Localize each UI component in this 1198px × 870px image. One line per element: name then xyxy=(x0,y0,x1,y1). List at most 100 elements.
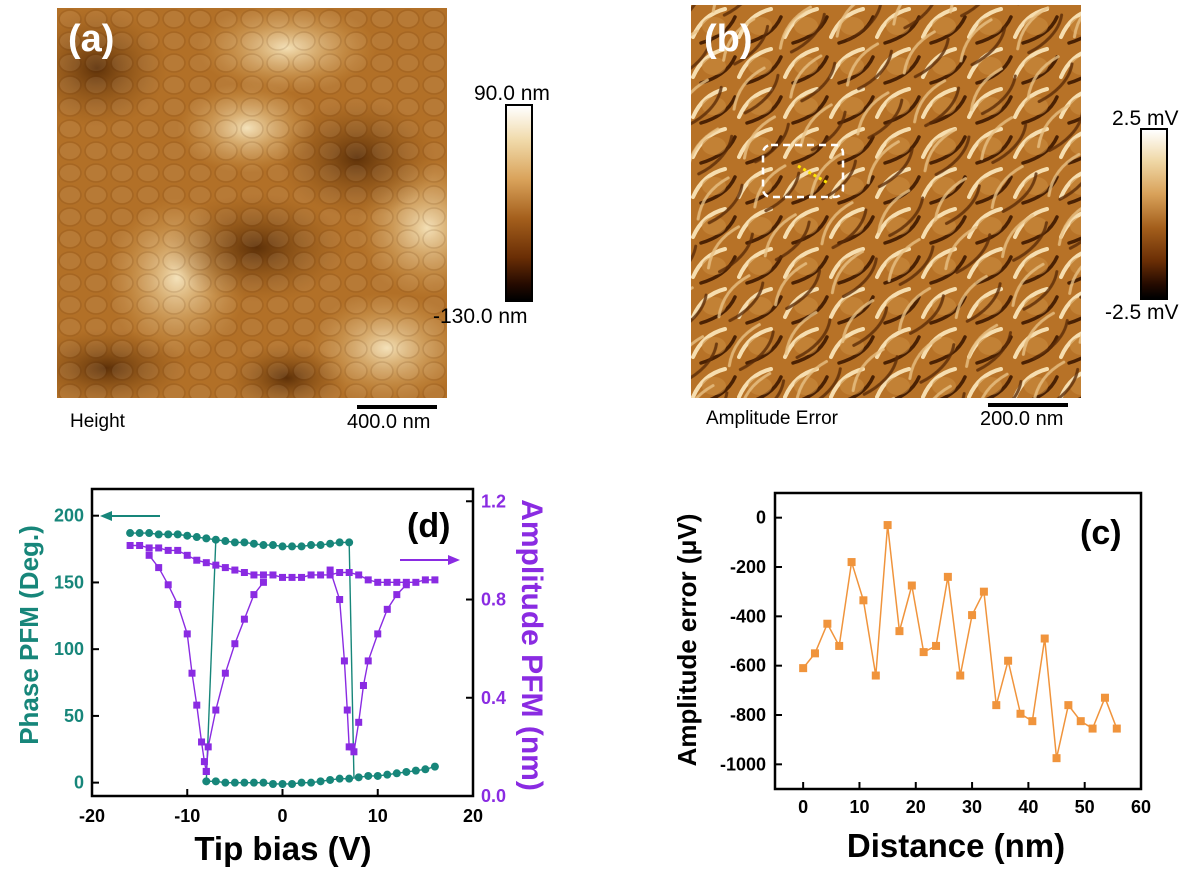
chart-d-phase-point xyxy=(145,529,154,538)
chart-d-amplitude-point xyxy=(336,569,344,577)
chart-d-amplitude-axis-arrowhead xyxy=(448,555,460,565)
chart-d-amplitude-point xyxy=(259,578,267,586)
chart-c-profile-point xyxy=(799,664,808,673)
chart-d-xlabel: Tip bias (V) xyxy=(194,830,371,867)
chart-c-profile-point xyxy=(1064,701,1073,710)
scalebar-b xyxy=(988,403,1068,407)
chart-c-profile-point xyxy=(835,641,844,650)
chart-d-amplitude-point xyxy=(383,605,391,613)
chart-d-amplitude-point xyxy=(221,564,229,572)
chart-c-profile-point xyxy=(919,648,928,657)
chart-d-amplitude-point xyxy=(402,581,410,589)
chart-d-ytick-left-label: 200 xyxy=(54,506,84,526)
chart-d-phase-axis-arrowhead xyxy=(100,511,112,521)
chart-d-phase-point xyxy=(335,538,344,547)
chart-d-amplitude-point xyxy=(136,541,144,549)
chart-d-amplitude-point xyxy=(231,640,239,648)
chart-d-amplitude-point xyxy=(240,615,248,623)
chart-c-xtick-label: 60 xyxy=(1131,797,1151,817)
afm-height-image xyxy=(57,8,447,398)
chart-c-profile-point xyxy=(859,596,868,605)
chart-d-phase-switch-down xyxy=(205,539,217,782)
chart-d-ytick-left-label: 0 xyxy=(74,773,84,793)
chart-d-ytick-right-label: 1.2 xyxy=(481,491,506,511)
chart-c-profile-point xyxy=(883,521,892,530)
chart-d-amplitude-point xyxy=(259,571,267,579)
chart-d-phase-point xyxy=(192,533,201,542)
chart-d-phase-point xyxy=(297,778,306,787)
chart-d-phase-point xyxy=(259,541,268,550)
chart-d-phase-point xyxy=(211,777,220,786)
chart-d-amplitude-point xyxy=(364,657,372,665)
chart-d-ytick-right-label: 0.4 xyxy=(481,688,506,708)
chart-c-profile-point xyxy=(932,641,941,650)
chart-c-profile-point xyxy=(810,649,819,658)
chart-c-profile-point xyxy=(1076,717,1085,726)
chart-d-phase-point xyxy=(240,538,249,547)
chart-d-phase-point xyxy=(278,542,287,551)
chart-d-phase-point xyxy=(345,538,354,547)
chart-d-phase-point xyxy=(326,775,335,784)
chart-d-amplitude-point xyxy=(204,743,212,751)
chart-d-phase-point xyxy=(259,778,268,787)
chart-c-profile-point xyxy=(1052,754,1061,763)
chart-d-phase-point xyxy=(126,529,135,538)
chart-d-phase-point xyxy=(364,771,373,780)
chart-c-ytick-label: -1000 xyxy=(720,754,766,774)
chart-d-phase-point xyxy=(164,530,173,539)
chart-d-phase-point xyxy=(221,537,230,546)
chart-d-xtick-label: 0 xyxy=(277,806,287,826)
chart-d-phase-point xyxy=(230,538,239,547)
chart-d-xtick-label: -10 xyxy=(174,806,200,826)
chart-c-ylabel: Amplitude error (μV) xyxy=(672,514,702,767)
chart-c-ytick-label: -200 xyxy=(730,557,766,577)
chart-d-amplitude-point xyxy=(336,596,344,604)
chart-d-phase-point xyxy=(288,542,297,551)
chart-d-panel-label: (d) xyxy=(407,507,450,545)
scalebar-a xyxy=(357,405,437,409)
colorbar-b xyxy=(1140,128,1168,300)
chart-c-ytick-label: -600 xyxy=(730,656,766,676)
chart-d-phase-point xyxy=(268,779,277,788)
chart-d-phase-point xyxy=(268,541,277,550)
chart-d-amplitude-point xyxy=(212,706,220,714)
chart-c-xlabel: Distance (nm) xyxy=(847,827,1065,864)
chart-d-amplitude-point xyxy=(174,600,182,608)
chart-d-amplitude-point xyxy=(145,544,153,552)
chart-d-phase-point xyxy=(135,529,144,538)
chart-d-amplitude-point xyxy=(240,569,248,577)
chart-d-amplitude-point xyxy=(269,571,277,579)
chart-d-amplitude-point xyxy=(250,591,258,599)
chart-d-phase-point xyxy=(240,778,249,787)
colorbar-a-max-label: 90.0 nm xyxy=(474,82,550,105)
chart-d-amplitude-point xyxy=(250,571,258,579)
chart-d-ylabel-right: Amplitude PFM (nm) xyxy=(515,499,548,791)
chart-c-xtick-label: 40 xyxy=(1018,797,1038,817)
chart-c-profile-point xyxy=(823,619,832,628)
chart-d-ytick-right-label: 0.8 xyxy=(481,590,506,610)
chart-d-phase-point xyxy=(307,541,316,550)
chart-d-amplitude-dip-right-rise xyxy=(353,584,407,752)
chart-c-profile-point xyxy=(992,701,1001,710)
chart-d-ytick-left-label: 150 xyxy=(54,572,84,592)
chart-d-amplitude-point xyxy=(164,581,172,589)
chart-d-phase-point xyxy=(183,531,192,540)
chart-c-ytick-label: 0 xyxy=(756,508,766,528)
chart-d-ytick-left-label: 50 xyxy=(64,706,84,726)
chart-d-amplitude-dip-left xyxy=(148,554,207,772)
scalebar-a-label: 400.0 nm xyxy=(347,411,431,433)
chart-d-amplitude-point xyxy=(343,706,351,714)
chart-d-amplitude-point xyxy=(202,559,210,567)
chart-d-phase-point xyxy=(354,773,363,782)
chart-c-profile-point xyxy=(907,581,916,590)
chart-c-ytick-label: -800 xyxy=(730,705,766,725)
chart-d-phase-point xyxy=(249,778,258,787)
chart-d-amplitude-point xyxy=(155,544,163,552)
chart-d-phase-point xyxy=(307,778,316,787)
chart-c-frame xyxy=(773,491,1143,791)
chart-d-amplitude-point xyxy=(183,551,191,559)
chart-d-ytick-left-label: 100 xyxy=(54,639,84,659)
chart-d-amplitude-point xyxy=(183,630,191,638)
chart-d-amplitude-point xyxy=(198,738,206,746)
